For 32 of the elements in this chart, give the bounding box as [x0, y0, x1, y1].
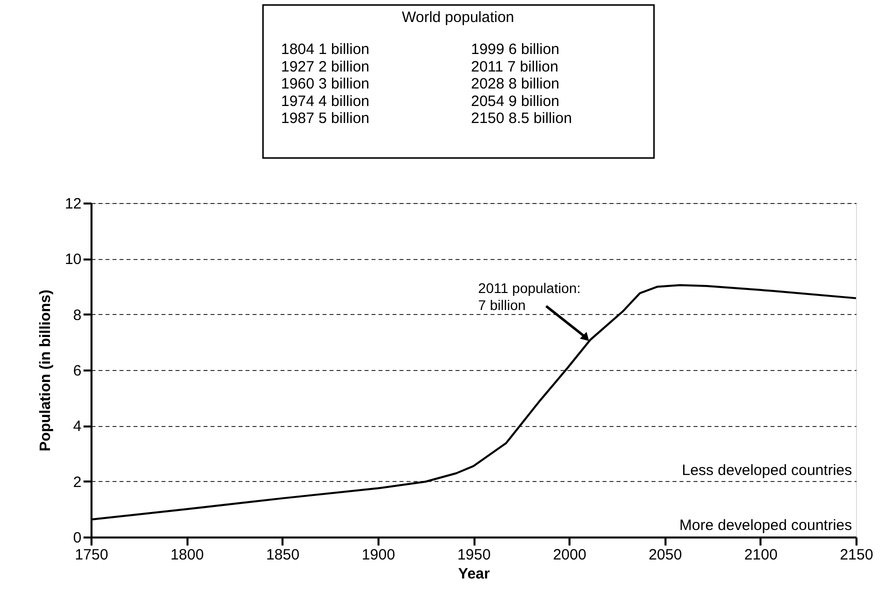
x-axis-title: Year [458, 566, 490, 582]
x-tick-label: 1750 [74, 546, 108, 564]
y-tick-label: 6 [73, 362, 82, 380]
text: World population [402, 9, 514, 26]
y-tick-label: 10 [64, 251, 82, 268]
text: 2028 8 billion [471, 76, 560, 93]
text: 1804 1 billion [281, 41, 370, 58]
x-tick-label: 1900 [362, 546, 396, 564]
annotation: More developed countries [679, 517, 852, 534]
text: 1927 2 billion [281, 58, 370, 76]
text: 1974 4 billion [281, 92, 370, 110]
x-tick-label: 1800 [170, 546, 204, 564]
y-tick-label: 0 [73, 530, 82, 546]
y-tick-label: 12 [64, 196, 82, 212]
text: 2054 9 billion [471, 92, 560, 110]
annotation: Less developed countries [682, 462, 852, 480]
x-tick-label: 2100 [744, 546, 778, 564]
y-tick-label: 4 [73, 418, 82, 436]
x-tick-label: 1950 [457, 546, 491, 564]
y-tick-label: 8 [73, 306, 82, 324]
text: 1960 3 billion [281, 76, 370, 93]
x-tick-label: 2050 [648, 546, 682, 564]
x-tick-label: 2000 [552, 546, 586, 564]
text: 2150 8.5 billion [471, 110, 572, 128]
text: 2011 7 billion [471, 58, 558, 76]
text: 1999 6 billion [471, 41, 560, 58]
x-tick-label: 1850 [266, 546, 300, 564]
annotation: 2011 population: 7 billion [478, 280, 581, 314]
y-axis-title: Population (in billions) [36, 290, 54, 452]
y-tick-label: 2 [73, 474, 82, 491]
x-tick-label: 2150 [840, 546, 874, 564]
text: 1987 5 billion [281, 110, 370, 128]
